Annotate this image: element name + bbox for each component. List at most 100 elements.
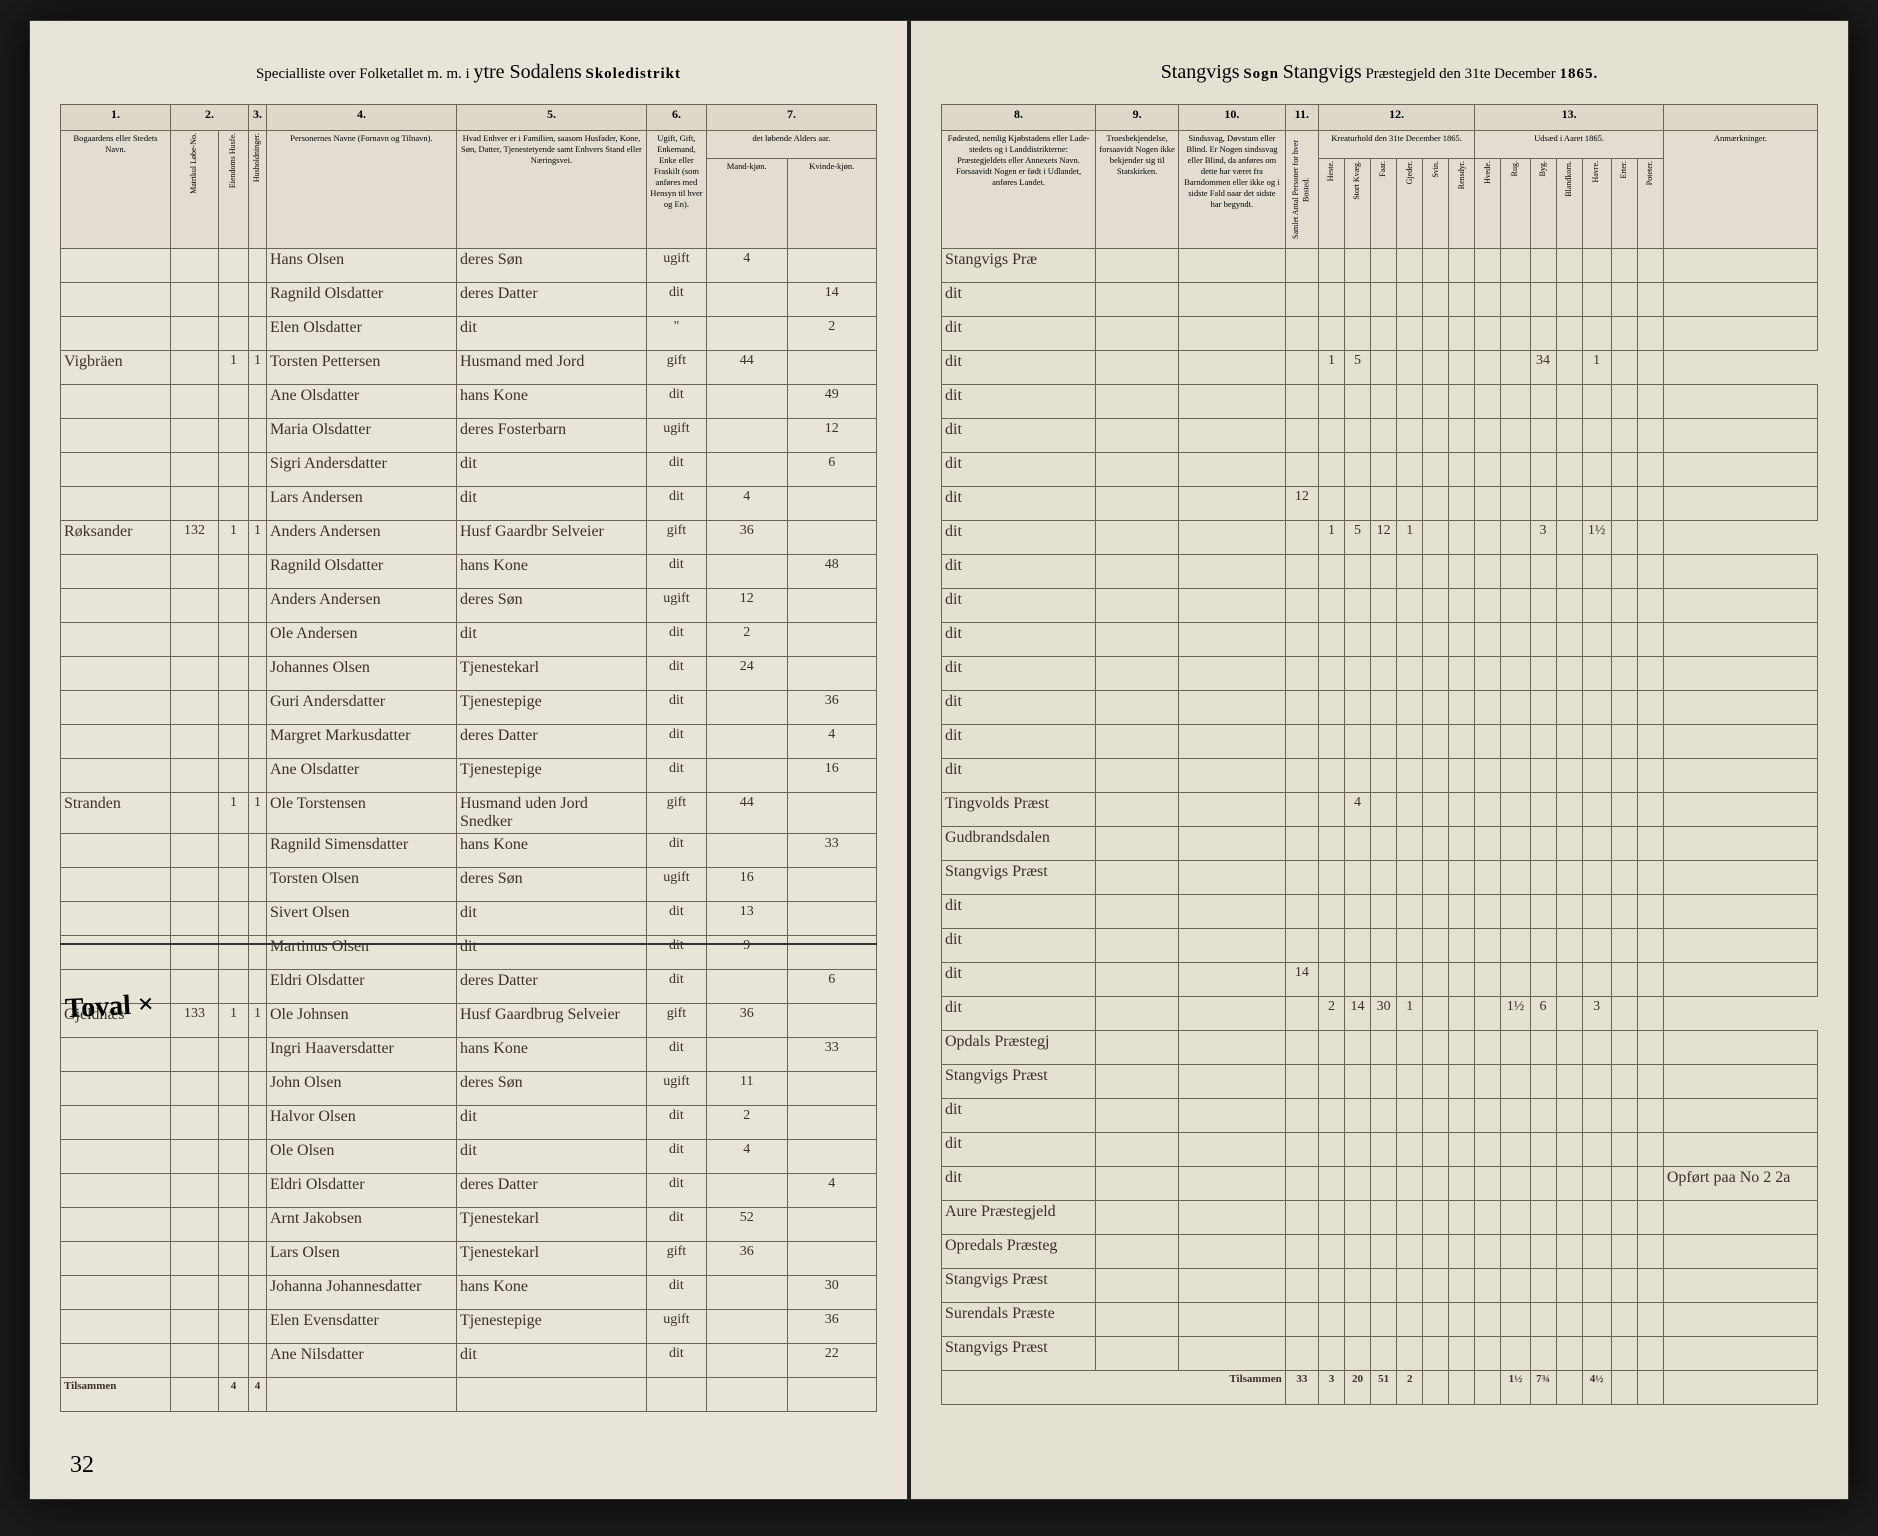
cell-k [1449, 1269, 1475, 1303]
cell-u [1530, 589, 1556, 623]
cell-role: hans Kone [456, 555, 646, 589]
cell-name: Ole Torstensen [266, 793, 456, 834]
cell-k [1318, 453, 1344, 487]
cell-u [1556, 1303, 1582, 1337]
cell-k [1423, 249, 1449, 283]
cell-role: dit [456, 936, 646, 970]
cell-k [1318, 1031, 1344, 1065]
cell-u [1556, 1167, 1582, 1201]
cell-place [61, 1106, 171, 1140]
table-row: Ragnild Olsdatterhans Konedit48 [61, 555, 877, 589]
cell-k [1423, 419, 1449, 453]
cell-u [1611, 249, 1637, 283]
page-left: Specialliste over Folketallet m. m. i yt… [29, 20, 909, 1500]
cell-u [1556, 929, 1582, 963]
cell-hush [248, 691, 266, 725]
cell-note [1663, 1133, 1817, 1167]
cell-k [1345, 1167, 1371, 1201]
table-row: Ane Nilsdatterditdit22 [61, 1344, 877, 1378]
cell-u [1501, 895, 1530, 929]
footer-label: Tilsammen [61, 1378, 171, 1412]
cell-u [1582, 453, 1611, 487]
cell-k [1449, 487, 1475, 521]
cell-k [1371, 385, 1397, 419]
cell-name: Sigri Andersdatter [266, 453, 456, 487]
cell-u [1637, 1133, 1663, 1167]
cell-hush [248, 902, 266, 936]
cell-note [1663, 827, 1817, 861]
table-row: Sivert Olsenditdit13 [61, 902, 877, 936]
cell-u [1556, 1065, 1582, 1099]
cell-k [1371, 1269, 1397, 1303]
h-faith: Troesbekjendelse, forsaavidt Nogen ikke … [1096, 131, 1179, 249]
table-row: Surendals Præste [942, 1303, 1818, 1337]
cell-u [1637, 1303, 1663, 1337]
cell-c11 [1285, 351, 1318, 385]
cell-role: Husf Gaardbrug Selveier [456, 1004, 646, 1038]
cell-k: 1 [1397, 997, 1423, 1031]
cell-cond [1179, 419, 1286, 453]
cell-u [1582, 1167, 1611, 1201]
cell-place [61, 1140, 171, 1174]
cell-faith [1096, 1065, 1179, 1099]
cell-k [1318, 929, 1344, 963]
cell-u [1475, 691, 1501, 725]
table-row: Opredals Præsteg [942, 1235, 1818, 1269]
cell-name: Hans Olsen [266, 249, 456, 283]
cell-u [1637, 691, 1663, 725]
cell-u [1530, 657, 1556, 691]
right-title: Stangvigs Sogn Stangvigs Præstegjeld den… [941, 61, 1818, 84]
title-sogn-hand: Stangvigs [1161, 61, 1240, 83]
h-birth: Fødested, nemlig Kjøbstadens eller Lade-… [942, 131, 1096, 249]
cell-name: Arnt Jakobsen [266, 1208, 456, 1242]
cell-u [1637, 1099, 1663, 1133]
cell-matr [171, 657, 219, 691]
title-pre: Specialliste over Folketallet m. m. i [256, 66, 470, 82]
cell-note [1663, 555, 1817, 589]
cell-k: 30 [1371, 997, 1397, 1031]
cell-kk: 14 [787, 283, 877, 317]
h13f: Erter. [1611, 159, 1637, 249]
cell-kk: 33 [787, 1038, 877, 1072]
cell-k [1318, 1235, 1344, 1269]
cell-k [1318, 623, 1344, 657]
cell-eien [219, 1106, 249, 1140]
cell-birth: Stangvigs Præst [942, 861, 1096, 895]
cell-c11 [1285, 827, 1318, 861]
cell-kk: 4 [787, 725, 877, 759]
cell-k [1371, 1133, 1397, 1167]
cell-u [1611, 1235, 1637, 1269]
cell-k [1423, 759, 1449, 793]
cell-cond [1179, 1269, 1286, 1303]
cell-u [1582, 1303, 1611, 1337]
h12c: Faar. [1371, 159, 1397, 249]
cell-k [1318, 861, 1344, 895]
cell-k [1318, 895, 1344, 929]
cell-u [1501, 589, 1530, 623]
cell-role: deres Søn [456, 249, 646, 283]
cell-u [1556, 1337, 1582, 1371]
cell-matr [171, 555, 219, 589]
title-post: Skoledistrikt [586, 66, 682, 82]
cell-u [1475, 997, 1501, 1031]
cell-status: dit [646, 555, 706, 589]
cell-hush [248, 868, 266, 902]
cell-u [1530, 249, 1556, 283]
cell-eien [219, 1174, 249, 1208]
cell-role: deres Fosterbarn [456, 419, 646, 453]
cell-k [1397, 487, 1423, 521]
cell-k [1449, 1133, 1475, 1167]
cell-c11 [1285, 623, 1318, 657]
cell-role: dit [456, 623, 646, 657]
cell-kk: 36 [787, 1310, 877, 1344]
h-status: Ugift, Gift, Enkemand, Enke eller Fraski… [646, 131, 706, 249]
cell-name: Ole Johnsen [266, 1004, 456, 1038]
cell-u [1475, 1337, 1501, 1371]
cell-k [1318, 487, 1344, 521]
cell-u [1582, 589, 1611, 623]
cell-k [1449, 385, 1475, 419]
cell-u [1611, 1133, 1637, 1167]
table-row: dit14 [942, 963, 1818, 997]
cell-k [1449, 521, 1475, 555]
right-footer-row: Tilsammen 33 3 20 51 2 1½ 7¾ 4½ [942, 1371, 1818, 1405]
